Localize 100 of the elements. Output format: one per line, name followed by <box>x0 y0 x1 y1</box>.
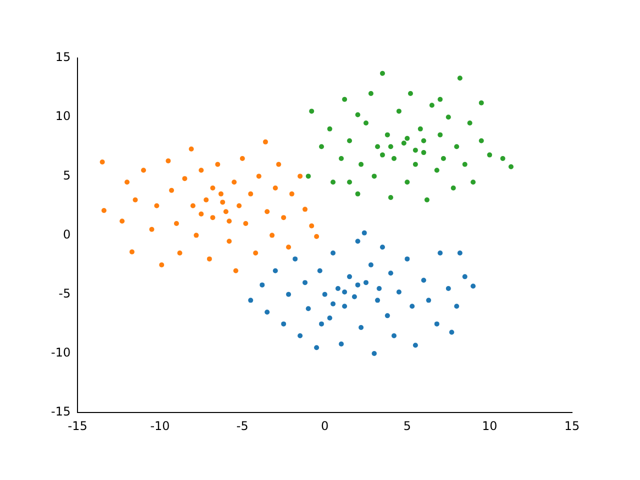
y-tick-label: -5 <box>58 286 71 301</box>
point <box>327 126 332 132</box>
point <box>388 270 394 276</box>
point <box>302 280 308 286</box>
point <box>364 280 368 286</box>
point <box>470 180 476 185</box>
point <box>253 250 258 256</box>
point <box>264 310 270 315</box>
point <box>272 186 278 191</box>
point <box>347 180 352 185</box>
point <box>240 156 245 161</box>
point <box>404 136 410 141</box>
point <box>421 138 426 144</box>
y-tick-label: -15 <box>50 404 71 419</box>
x-tick-label: 0 <box>320 418 329 433</box>
x-tick-label: 5 <box>403 418 412 433</box>
point <box>355 191 360 196</box>
point <box>306 306 311 312</box>
point <box>375 298 380 303</box>
point <box>424 197 430 202</box>
point <box>188 146 194 152</box>
point <box>462 162 468 167</box>
point <box>380 152 385 158</box>
point <box>404 256 410 262</box>
point <box>292 256 298 262</box>
point <box>372 174 377 179</box>
point <box>408 90 413 96</box>
point <box>392 156 397 161</box>
point <box>149 226 154 232</box>
x-tick-label: -10 <box>150 418 170 433</box>
point <box>342 304 348 309</box>
point <box>319 144 324 150</box>
point <box>281 321 286 326</box>
point <box>220 200 226 205</box>
point <box>309 108 314 114</box>
point <box>487 152 492 158</box>
point <box>166 158 171 164</box>
point <box>223 209 228 214</box>
point <box>358 162 364 167</box>
point <box>457 250 462 256</box>
y-tick-label: 10 <box>55 109 71 124</box>
point <box>319 321 324 326</box>
point <box>376 286 382 291</box>
point <box>256 174 262 179</box>
point <box>454 304 460 309</box>
point <box>226 218 232 224</box>
point <box>446 114 451 120</box>
point <box>467 120 472 126</box>
point <box>362 230 367 236</box>
point <box>508 164 514 170</box>
point <box>204 197 209 202</box>
point <box>368 262 374 268</box>
point <box>446 286 451 291</box>
point <box>314 345 320 350</box>
point <box>421 150 426 156</box>
point <box>276 162 282 167</box>
point <box>355 112 360 118</box>
point <box>270 232 275 238</box>
point <box>248 191 254 196</box>
point <box>338 342 344 347</box>
point <box>206 256 212 262</box>
point <box>384 313 390 318</box>
point <box>243 220 248 226</box>
point <box>298 333 303 338</box>
point <box>330 180 336 185</box>
point <box>327 316 332 321</box>
point <box>264 209 270 214</box>
point <box>174 220 179 226</box>
point <box>462 274 468 280</box>
point <box>412 148 418 153</box>
point <box>434 168 440 173</box>
point <box>380 70 385 76</box>
point <box>194 232 199 238</box>
point <box>309 223 314 228</box>
point <box>368 90 374 96</box>
x-tick-label: 10 <box>482 418 498 433</box>
point <box>457 76 462 81</box>
point <box>330 250 336 256</box>
point <box>198 212 204 217</box>
point <box>418 126 423 132</box>
point <box>298 174 303 179</box>
point <box>392 333 397 338</box>
point <box>380 244 385 250</box>
point <box>169 188 174 193</box>
point <box>355 238 360 244</box>
y-tick-label: -10 <box>50 346 71 360</box>
point <box>262 139 268 144</box>
point <box>355 282 360 288</box>
point <box>322 292 328 297</box>
point <box>449 330 454 335</box>
point <box>286 244 292 250</box>
point <box>190 203 196 208</box>
point <box>159 262 164 268</box>
point <box>426 298 432 303</box>
point <box>388 144 394 150</box>
point <box>438 132 443 138</box>
point <box>438 96 443 102</box>
point <box>342 290 348 295</box>
point <box>335 286 340 291</box>
point <box>120 218 125 224</box>
